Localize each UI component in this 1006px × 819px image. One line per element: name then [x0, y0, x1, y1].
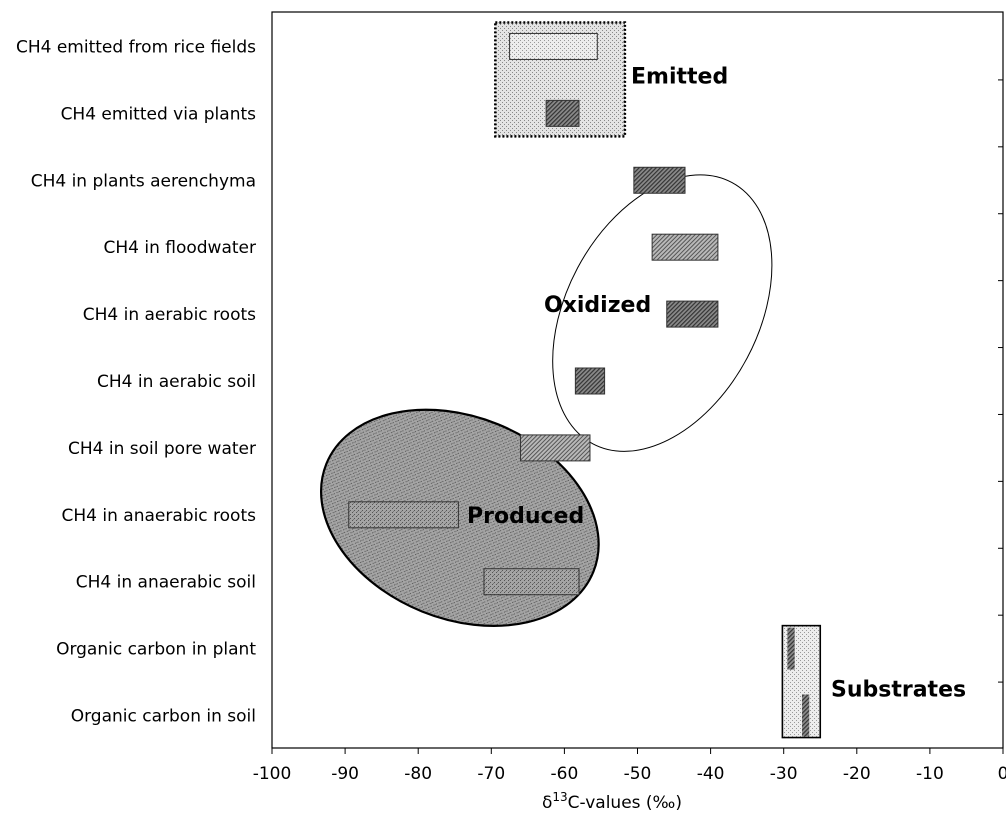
x-axis-title-symbol: δ	[542, 793, 552, 813]
category-label: CH4 in aerabic soil	[97, 372, 256, 392]
category-label: Organic carbon in plant	[56, 640, 256, 660]
region-label-oxidized: Oxidized	[544, 293, 651, 318]
category-label: CH4 in anaerabic roots	[62, 506, 257, 526]
region-oxidized-ellipse	[552, 174, 773, 452]
range-bar-1	[545, 99, 580, 127]
x-tick-label: -70	[477, 764, 505, 784]
range-bar-2	[633, 166, 686, 194]
category-label: CH4 in aerabic roots	[83, 305, 256, 325]
x-tick-label: -80	[404, 764, 432, 784]
region-substrates-box	[781, 624, 822, 739]
plot-frame	[271, 11, 1004, 749]
region-label-substrates: Substrates	[831, 678, 966, 703]
x-tick-label: -10	[916, 764, 944, 784]
x-tick-label: -60	[551, 764, 579, 784]
x-tick-label: -90	[331, 764, 359, 784]
category-label: CH4 in soil pore water	[68, 439, 256, 459]
range-bar-3	[651, 233, 719, 261]
range-bar-6	[520, 434, 591, 462]
x-tick-label: -100	[253, 764, 292, 784]
range-bar-9	[787, 627, 795, 670]
x-axis-title-superscript: 13	[552, 790, 567, 804]
region-label-emitted: Emitted	[631, 64, 728, 89]
x-tick-label: -40	[697, 764, 725, 784]
x-axis-title: δ13C-values (‰)	[542, 790, 682, 813]
x-axis-title-text: C-values (‰)	[568, 793, 682, 813]
x-tick-label: 0	[998, 764, 1006, 784]
x-tick-label: -20	[843, 764, 871, 784]
range-bar-4	[666, 300, 719, 328]
x-tick-label: -50	[624, 764, 652, 784]
category-label: CH4 emitted via plants	[61, 104, 257, 124]
x-tick-label: -30	[770, 764, 798, 784]
range-bar-8	[483, 568, 580, 596]
category-label: CH4 in plants aerenchyma	[31, 171, 256, 191]
category-label: CH4 emitted from rice fields	[16, 37, 256, 57]
category-label: CH4 in floodwater	[103, 238, 256, 258]
category-label: CH4 in anaerabic soil	[76, 573, 256, 593]
range-bar-5	[574, 367, 606, 395]
range-bar-0	[509, 32, 598, 60]
region-label-produced: Produced	[467, 504, 584, 529]
range-bar-10	[801, 694, 810, 737]
range-bar-7	[348, 501, 459, 529]
category-label: Organic carbon in soil	[71, 707, 256, 727]
